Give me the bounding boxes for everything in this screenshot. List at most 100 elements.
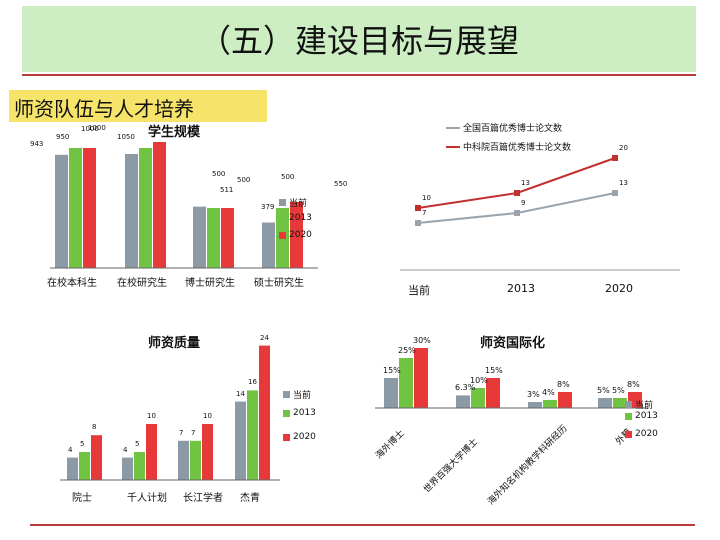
student-bar [262, 222, 275, 268]
quality-bar [259, 345, 270, 480]
quality-value-label: 5 [135, 440, 140, 448]
intl-value-label: 25% [398, 346, 416, 355]
student-value-label: 1000 [81, 125, 99, 133]
line-x-label: 2013 [507, 282, 535, 295]
intl-bar [414, 348, 428, 408]
quality-value-label: 5 [80, 440, 85, 448]
line-value-label: 7 [422, 209, 427, 217]
student-value-label: 950 [56, 133, 70, 141]
line-legend-2-swatch [446, 145, 460, 148]
line-legend-1-swatch [446, 126, 460, 129]
intl-bar [613, 398, 627, 408]
quality-value-label: 4 [123, 445, 128, 454]
quality-value-label: 7 [191, 428, 196, 437]
student-bar [290, 202, 303, 268]
intl-bar [399, 358, 413, 408]
intl-chart-title: 师资国际化 [480, 336, 546, 351]
quality-bar [134, 452, 145, 480]
quality-value-label: 16 [248, 378, 257, 387]
quality-bar [122, 457, 133, 480]
line-value-label: 10 [422, 194, 431, 202]
student-bar [139, 148, 152, 268]
quality-bar [79, 452, 90, 480]
quality-category-label: 千人计划 [127, 493, 167, 504]
quality-legend-2020-label: 2020 [293, 432, 316, 442]
line-value-label: 9 [521, 199, 526, 207]
intl-bar [384, 378, 398, 408]
intl-legend-2020-swatch [625, 430, 632, 438]
student-value-label: 500 [281, 173, 295, 181]
section-label: 师资队伍与人才培养 [9, 90, 267, 122]
intl-value-label: 5% [612, 386, 625, 395]
intl-value-label: 15% [485, 366, 503, 375]
student-bar [193, 206, 206, 268]
quality-value-label: 8 [92, 423, 97, 432]
intl-value-label: 15% [383, 366, 401, 375]
quality-legend-2020: 2020 [283, 432, 316, 442]
intl-value-label: 10% [470, 376, 488, 385]
quality-bar [146, 424, 157, 480]
intl-value-label: 5% [597, 386, 610, 395]
intl-legend-current-label: 当前 [635, 401, 654, 411]
intl-legend-current: 当前 [625, 398, 653, 411]
page-title: （五）建设目标与展望 [198, 22, 519, 60]
quality-legend-current-label: 当前 [293, 391, 312, 401]
quality-value-label: 4 [68, 445, 73, 454]
quality-bar [235, 401, 246, 480]
student-chart-title: 学生规模 [148, 125, 201, 140]
student-bar [55, 154, 68, 268]
quality-value-label: 10 [147, 412, 156, 420]
intl-value-label: 4% [542, 388, 555, 397]
intl-legend-2013-label: 2013 [635, 411, 658, 421]
quality-category-label: 院士 [72, 493, 92, 504]
intl-value-label: 8% [557, 380, 570, 389]
intl-legend-2013: 2013 [625, 411, 658, 421]
intl-legend-2020: 2020 [625, 429, 658, 439]
line-value-label: 13 [619, 179, 628, 187]
quality-value-label: 7 [179, 428, 184, 437]
bottom-divider [30, 524, 695, 526]
intl-value-label: 6.3% [455, 383, 476, 393]
student-value-label: 550 [334, 180, 348, 188]
student-bar [69, 148, 82, 268]
line-value-label: 20 [619, 144, 628, 152]
quality-bar [67, 457, 78, 480]
intl-value-label: 3% [527, 390, 540, 399]
quality-legend-2020-swatch [283, 433, 290, 441]
student-value-label: 943 [30, 140, 44, 148]
quality-legend-current: 当前 [283, 388, 311, 401]
student-bar [207, 208, 220, 268]
student-legend-current: 当前 [279, 196, 307, 209]
line-legend-2-label: 中科院百篇优秀博士论文数 [463, 143, 572, 153]
intl-value-label: 30% [413, 336, 431, 345]
quality-bar [190, 440, 201, 480]
quality-legend-2013: 2013 [283, 408, 316, 418]
student-category-label: 硕士研究生 [254, 278, 304, 289]
student-bar [153, 142, 166, 268]
quality-legend-current-swatch [283, 391, 290, 398]
student-value-label: 511 [220, 186, 234, 194]
intl-bar [456, 395, 470, 408]
student-legend-2020: 2020 [279, 230, 312, 240]
quality-bar [178, 440, 189, 480]
line-x-label: 当前 [408, 284, 430, 297]
student-value-label: 1050 [117, 133, 135, 141]
line-legend-2: 中科院百篇优秀博士论文数 [446, 140, 571, 153]
quality-bar [202, 424, 213, 480]
quality-bar [91, 435, 102, 480]
line-value-label: 13 [521, 179, 530, 187]
student-category-label: 在校研究生 [117, 278, 167, 289]
intl-value-label: 8% [627, 380, 640, 389]
line-point [514, 190, 520, 196]
student-value-label: 500 [237, 176, 251, 184]
student-category-label: 博士研究生 [185, 278, 235, 289]
line-point [514, 210, 520, 216]
intl-bar [558, 392, 572, 408]
student-value-label: 379 [261, 203, 275, 211]
quality-category-label: 杰青 [240, 493, 260, 504]
student-legend-2013-label: 2013 [289, 213, 312, 223]
line-legend-1-label: 全国百篇优秀博士论文数 [463, 124, 563, 134]
